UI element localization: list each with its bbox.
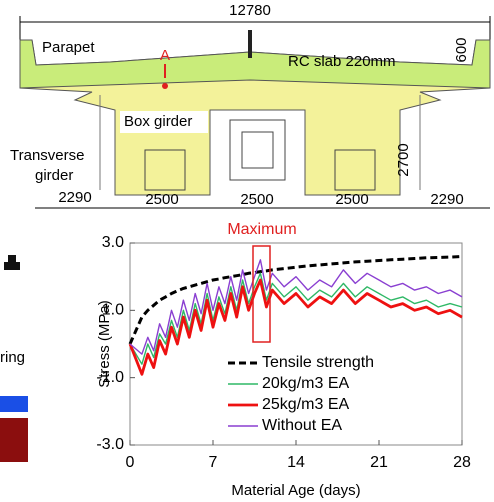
x-tick-label: 7 <box>209 454 218 471</box>
color-fragment <box>0 396 28 412</box>
x-tick-label: 0 <box>126 454 135 471</box>
dimension-label: 600 <box>453 37 470 62</box>
legend-label: Tensile strength <box>262 354 374 371</box>
label: Parapet <box>42 39 95 56</box>
annotation: Maximum <box>227 221 296 238</box>
y-tick-label: 3.0 <box>102 234 124 251</box>
legend-label: 20kg/m3 EA <box>262 375 349 392</box>
label: Box girder <box>124 113 192 130</box>
center-diaphragm <box>242 132 273 168</box>
label: Transverse <box>10 147 84 164</box>
section-mark: A <box>160 47 170 64</box>
x-axis-label: Material Age (days) <box>231 482 360 499</box>
label: RC slab 220mm <box>288 53 396 70</box>
x-tick-label: 28 <box>453 454 471 471</box>
dimension-label: 2500 <box>240 191 273 208</box>
dimension-label: 2290 <box>58 189 91 206</box>
color-fragment <box>0 418 28 462</box>
bridge-section: 12780 Parapet A RC slab 220mm 600 Box gi… <box>10 2 490 208</box>
dimension-label: 2500 <box>335 191 368 208</box>
dimension-label: 2700 <box>395 143 412 176</box>
x-tick-label: 14 <box>287 454 305 471</box>
dimension-label: 2290 <box>430 191 463 208</box>
icon-fragment <box>4 255 20 270</box>
series-line <box>130 260 462 354</box>
dimension-label: 12780 <box>229 2 271 19</box>
y-tick-label: -3.0 <box>96 436 124 453</box>
fragment-text: ring <box>0 349 25 366</box>
legend-label: 25kg/m3 EA <box>262 396 349 413</box>
label: girder <box>35 167 73 184</box>
dimension-label: 2500 <box>145 191 178 208</box>
center-diaphragm <box>230 120 285 180</box>
figure: 12780 Parapet A RC slab 220mm 600 Box gi… <box>0 0 494 502</box>
y-axis-label: Stress (MPa) <box>96 300 113 388</box>
section-point <box>162 83 168 89</box>
x-tick-label: 21 <box>370 454 388 471</box>
legend-label: Without EA <box>262 417 342 434</box>
